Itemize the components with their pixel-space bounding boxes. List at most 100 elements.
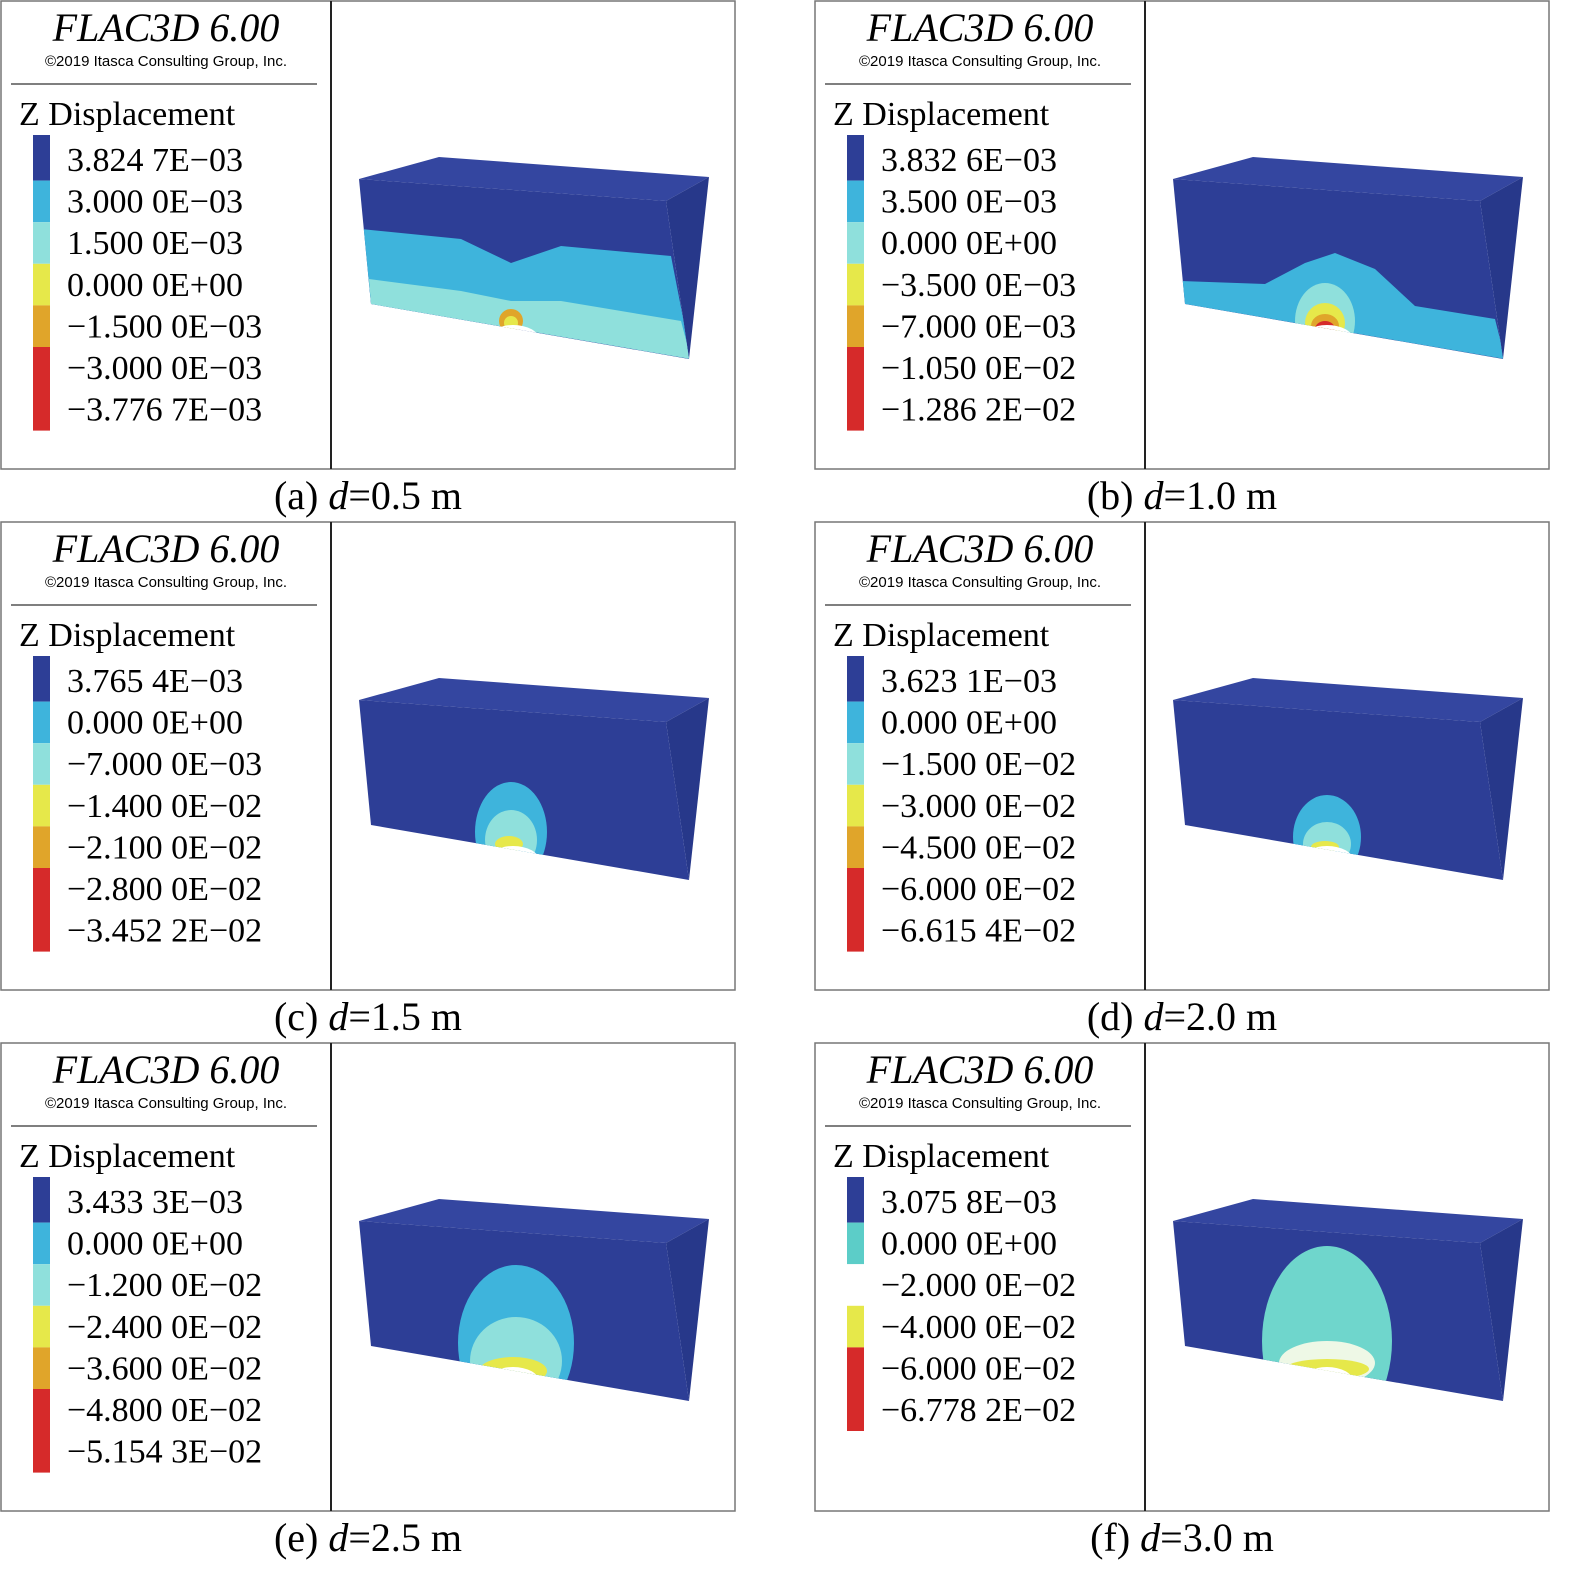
caption-space [1133,994,1143,1039]
legend-label: 0.000 0E+00 [67,705,243,742]
legend-label: −6.000 0E−02 [881,1350,1076,1387]
caption: (c) d=1.5 m [274,994,462,1039]
legend-label: −7.000 0E−03 [881,308,1076,345]
caption-label: (c) [274,994,318,1039]
model-top [359,157,709,201]
model-side [666,1219,709,1401]
caption-space [318,473,328,518]
copyright: ©2019 Itasca Consulting Group, Inc. [45,53,287,70]
caption-value: =0.5 m [348,473,462,518]
legend-label: 1.500 0E−03 [67,225,243,262]
caption: (d) d=2.0 m [1087,994,1277,1039]
legend-label: 0.000 0E+00 [67,1226,243,1263]
legend-swatch [33,222,50,264]
legend-swatch [33,784,50,827]
panel: FLAC3D 6.00 ©2019 Itasca Consulting Group… [0,0,736,518]
copyright: ©2019 Itasca Consulting Group, Inc. [45,574,287,591]
legend-label: −3.500 0E−03 [881,267,1076,304]
legend-label: −1.200 0E−02 [67,1267,262,1304]
legend-swatch [33,1305,50,1348]
software-title: FLAC3D 6.00 [866,1047,1094,1092]
legend-swatch [847,1222,864,1265]
legend-swatch [847,135,864,181]
copyright: ©2019 Itasca Consulting Group, Inc. [45,1095,287,1112]
legend-swatch [33,135,50,181]
caption-label: (f) [1090,1515,1130,1560]
legend-label: −3.776 7E−03 [67,392,262,429]
legend-title: Z Displacement [833,96,1050,133]
caption-variable: d [328,1515,349,1560]
model-side [666,698,709,880]
model-top [359,1199,709,1243]
caption: (b) d=1.0 m [1087,473,1277,518]
caption-variable: d [1143,994,1164,1039]
model-top [1173,157,1523,201]
legend-swatch [847,222,864,264]
software-title: FLAC3D 6.00 [866,526,1094,571]
legend-swatch [33,1389,50,1473]
legend-title: Z Displacement [19,617,236,654]
legend-swatch [847,180,864,223]
caption-value: =3.0 m [1160,1515,1274,1560]
legend-swatch [847,826,864,868]
legend-label: −4.500 0E−02 [881,829,1076,866]
legend-swatch [847,743,864,785]
legend-label: −5.154 3E−02 [67,1434,262,1471]
software-title: FLAC3D 6.00 [52,5,280,50]
legend-label: 3.500 0E−03 [881,184,1057,221]
legend-label: −1.050 0E−02 [881,350,1076,387]
caption: (f) d=3.0 m [1090,1515,1274,1560]
legend-title: Z Displacement [833,1138,1050,1175]
model-top [359,678,709,722]
caption-variable: d [1140,1515,1161,1560]
legend-swatch [847,305,864,347]
legend-label: −3.600 0E−02 [67,1350,262,1387]
legend-label: −3.000 0E−03 [67,350,262,387]
legend-label: −1.286 2E−02 [881,392,1076,429]
caption-label: (e) [274,1515,318,1560]
caption-label: (a) [274,473,318,518]
legend-swatch [33,347,50,431]
contour-band [369,279,689,359]
model-contours [361,229,689,359]
caption-space [318,994,328,1039]
caption-label: (d) [1087,994,1134,1039]
panel: FLAC3D 6.00 ©2019 Itasca Consulting Group… [814,1042,1550,1560]
caption-variable: d [1143,473,1164,518]
legend-swatch [33,263,50,306]
legend-swatch [33,1177,50,1223]
model-side [1480,1219,1523,1401]
legend-label: 3.832 6E−03 [881,142,1057,179]
legend-label: −1.400 0E−02 [67,788,262,825]
legend-label: 0.000 0E+00 [67,267,243,304]
caption-space [1133,473,1143,518]
legend-swatch [33,1222,50,1265]
legend-label: −6.000 0E−02 [881,871,1076,908]
model-side [666,177,709,359]
legend-label: −2.100 0E−02 [67,829,262,866]
legend-swatch [847,263,864,306]
legend-label: 3.623 1E−03 [881,663,1057,700]
copyright: ©2019 Itasca Consulting Group, Inc. [859,574,1101,591]
caption-variable: d [328,473,349,518]
legend-label: −6.615 4E−02 [881,913,1076,950]
legend-swatch [847,701,864,744]
legend-label: −7.000 0E−03 [67,746,262,783]
caption: (a) d=0.5 m [274,473,462,518]
legend-swatch [847,1264,864,1306]
legend-swatch [847,656,864,702]
legend-swatch [33,180,50,223]
legend-label: −4.800 0E−02 [67,1392,262,1429]
caption-space [318,1515,328,1560]
caption-value: =1.5 m [348,994,462,1039]
caption-label: (b) [1087,473,1134,518]
legend-label: −1.500 0E−02 [881,746,1076,783]
legend-label: 3.765 4E−03 [67,663,243,700]
legend-swatch [847,1347,864,1431]
legend-label: −4.000 0E−02 [881,1309,1076,1346]
panel: FLAC3D 6.00 ©2019 Itasca Consulting Group… [814,521,1550,1039]
caption-variable: d [328,994,349,1039]
legend-label: −1.500 0E−03 [67,308,262,345]
legend-swatch [847,868,864,952]
